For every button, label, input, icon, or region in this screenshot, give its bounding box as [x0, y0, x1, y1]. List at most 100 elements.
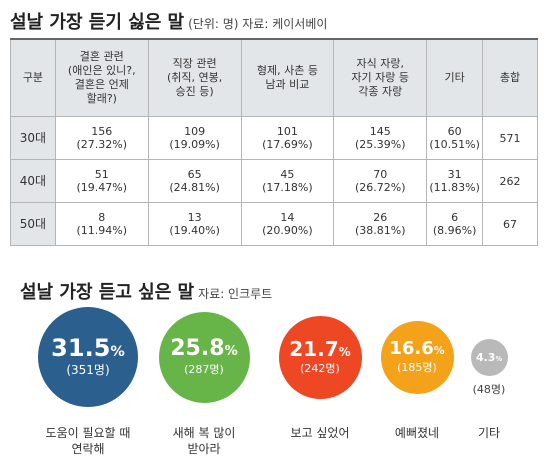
table-row: 50대 8 (11.94%) 13 (19.40%) 14 (20.90%) 26 (38.81… [10, 202, 538, 246]
cell-percent: (10.51%) [429, 138, 480, 151]
column-header: 형제, 사촌 등 남과 비교 [240, 38, 335, 117]
table-cell: 6 (8.96%) [426, 202, 484, 246]
row-total: 67 [482, 202, 538, 246]
table-cell: 45 (17.18%) [240, 159, 335, 203]
bubble-count: (185명) [397, 360, 437, 374]
bubble-percent-symbol: % [495, 354, 503, 363]
table-title: 설날 가장 듣기 싫은 말 (단위: 명) 자료: 케이서베이 [10, 8, 327, 34]
cell-percent: (19.47%) [76, 181, 128, 194]
column-header: 결혼 관련 (애인은 있니?, 결혼은 언제 할래?) [54, 38, 149, 117]
dislike-table: 구분 결혼 관련 (애인은 있니?, 결혼은 언제 할래?) 직장 관련 (취직, … [10, 38, 538, 246]
bubble-source: 자료: 인크루트 [198, 287, 273, 301]
cell-percent: (26.72%) [354, 181, 406, 194]
bubble-title: 설날 가장 듣고 싶은 말 자료: 인크루트 [20, 278, 272, 304]
cell-count: 70 [373, 168, 388, 181]
row-label: 40대 [10, 159, 56, 203]
column-header: 총합 [482, 38, 538, 117]
cell-count: 109 [184, 125, 206, 138]
bubble-percent-symbol: % [110, 344, 125, 361]
cell-percent: (17.18%) [262, 181, 313, 194]
cell-count: 51 [94, 168, 109, 181]
table-cell: 70 (26.72%) [333, 159, 428, 203]
table-cell: 60 (10.51%) [426, 116, 484, 160]
cell-percent: (8.96%) [432, 224, 477, 237]
bubble-percent: 21.7% [289, 339, 350, 359]
bubble-title-text: 설날 가장 듣고 싶은 말 [20, 282, 195, 303]
table-cell: 26 (38.81%) [333, 202, 428, 246]
table-cell: 31 (11.83%) [426, 159, 484, 203]
row-total: 571 [482, 116, 538, 160]
cell-count: 26 [373, 211, 388, 224]
bubble-percent: 4.3% [476, 352, 502, 363]
bubble-percent-symbol: % [338, 344, 351, 359]
table-row: 40대 51 (19.47%) 65 (24.81%) 45 (17.18%) 70 (26.7… [10, 159, 538, 203]
cell-percent: (11.94%) [76, 224, 128, 237]
bubble-count: (48명) [472, 382, 506, 396]
table-cell: 13 (19.40%) [147, 202, 242, 246]
cell-count: 45 [280, 168, 295, 181]
bubble-label: 기타 [477, 426, 501, 440]
cell-percent: (20.90%) [262, 224, 313, 237]
bubble: 4.3% (48명) [470, 338, 508, 396]
bubble-percent-value: 21.7 [289, 336, 339, 361]
column-header: 구분 [10, 38, 56, 117]
bubble-percent-value: 4.3 [475, 350, 496, 364]
table-title-text: 설날 가장 듣기 싫은 말 [10, 12, 185, 33]
cell-percent: (19.40%) [169, 224, 220, 237]
table-cell: 145 (25.39%) [333, 116, 428, 160]
row-label: 30대 [10, 116, 56, 160]
cell-percent: (17.69%) [262, 138, 313, 151]
bubble: 16.6% (185명) [380, 320, 454, 394]
cell-percent: (24.81%) [169, 181, 220, 194]
bubble-percent: 25.8% [170, 337, 238, 360]
table-cell: 14 (20.90%) [240, 202, 335, 246]
bubble-percent: 31.5% [51, 336, 125, 360]
cell-count: 6 [451, 211, 459, 224]
cell-percent: (25.39%) [354, 138, 406, 151]
cell-percent: (27.32%) [76, 138, 128, 151]
cell-count: 13 [187, 211, 202, 224]
bubble-count: (242명) [300, 361, 340, 375]
table-body: 30대 156 (27.32%) 109 (19.09%) 101 (17.69%) 145(… [10, 116, 538, 246]
bubble-label: 새해 복 많이 받아라 [172, 426, 236, 456]
cell-percent: (11.83%) [429, 181, 480, 194]
cell-count: 8 [98, 211, 106, 224]
column-header: 직장 관련 (취직, 연봉, 승진 등) [147, 38, 242, 117]
cell-count: 14 [280, 211, 295, 224]
table-cell: 109 (19.09%) [147, 116, 242, 160]
cell-percent: (38.81%) [354, 224, 406, 237]
bubble-percent: 16.6% [389, 337, 445, 359]
cell-count: 60 [447, 125, 462, 138]
table-cell: 156 (27.32%) [54, 116, 149, 160]
cell-count: 65 [187, 168, 202, 181]
table-cell: 65 (24.81%) [147, 159, 242, 203]
bubble-chart: 31.5% (351명) 도움이 필요할 때 연락해 25.8% (287명) 새해 복 … [0, 305, 550, 463]
table-cell: 8 (11.94%) [54, 202, 149, 246]
cell-count: 145 [369, 125, 391, 138]
bubble-label: 보고 싶었어 [290, 426, 350, 440]
table-unit-source: (단위: 명) 자료: 케이서베이 [188, 17, 328, 31]
bubble-percent-value: 31.5 [51, 334, 111, 363]
row-label: 50대 [10, 202, 56, 246]
cell-percent: (19.09%) [169, 138, 220, 151]
table-header-row: 구분 결혼 관련 (애인은 있니?, 결혼은 언제 할래?) 직장 관련 (취직, … [10, 38, 538, 117]
table-cell: 101 (17.69%) [240, 116, 335, 160]
bubble-percent-symbol: % [224, 343, 238, 359]
bubble-count: (287명) [184, 362, 224, 376]
bubble-label: 예뻐졌네 [394, 426, 440, 440]
cell-count: 31 [447, 168, 462, 181]
bubble-percent-value: 16.6 [389, 337, 434, 359]
bubble-label: 도움이 필요할 때 연락해 [45, 426, 131, 456]
table-row: 30대 156 (27.32%) 109 (19.09%) 101 (17.69%) 145(… [10, 116, 538, 160]
bubble: 21.7% (242명) [278, 315, 362, 399]
bubble-percent-symbol: % [433, 343, 445, 357]
bubble-count: (351명) [66, 363, 110, 378]
bubble: 25.8% (287명) [158, 311, 250, 403]
column-header: 기타 [426, 38, 484, 117]
column-header: 자식 자랑, 자기 자랑 등 각종 자랑 [333, 38, 428, 117]
bubble: 31.5% (351명) [38, 307, 138, 407]
cell-count: 156 [91, 125, 113, 138]
table-cell: 51 (19.47%) [54, 159, 149, 203]
row-total: 262 [482, 159, 538, 203]
cell-count: 101 [276, 125, 298, 138]
